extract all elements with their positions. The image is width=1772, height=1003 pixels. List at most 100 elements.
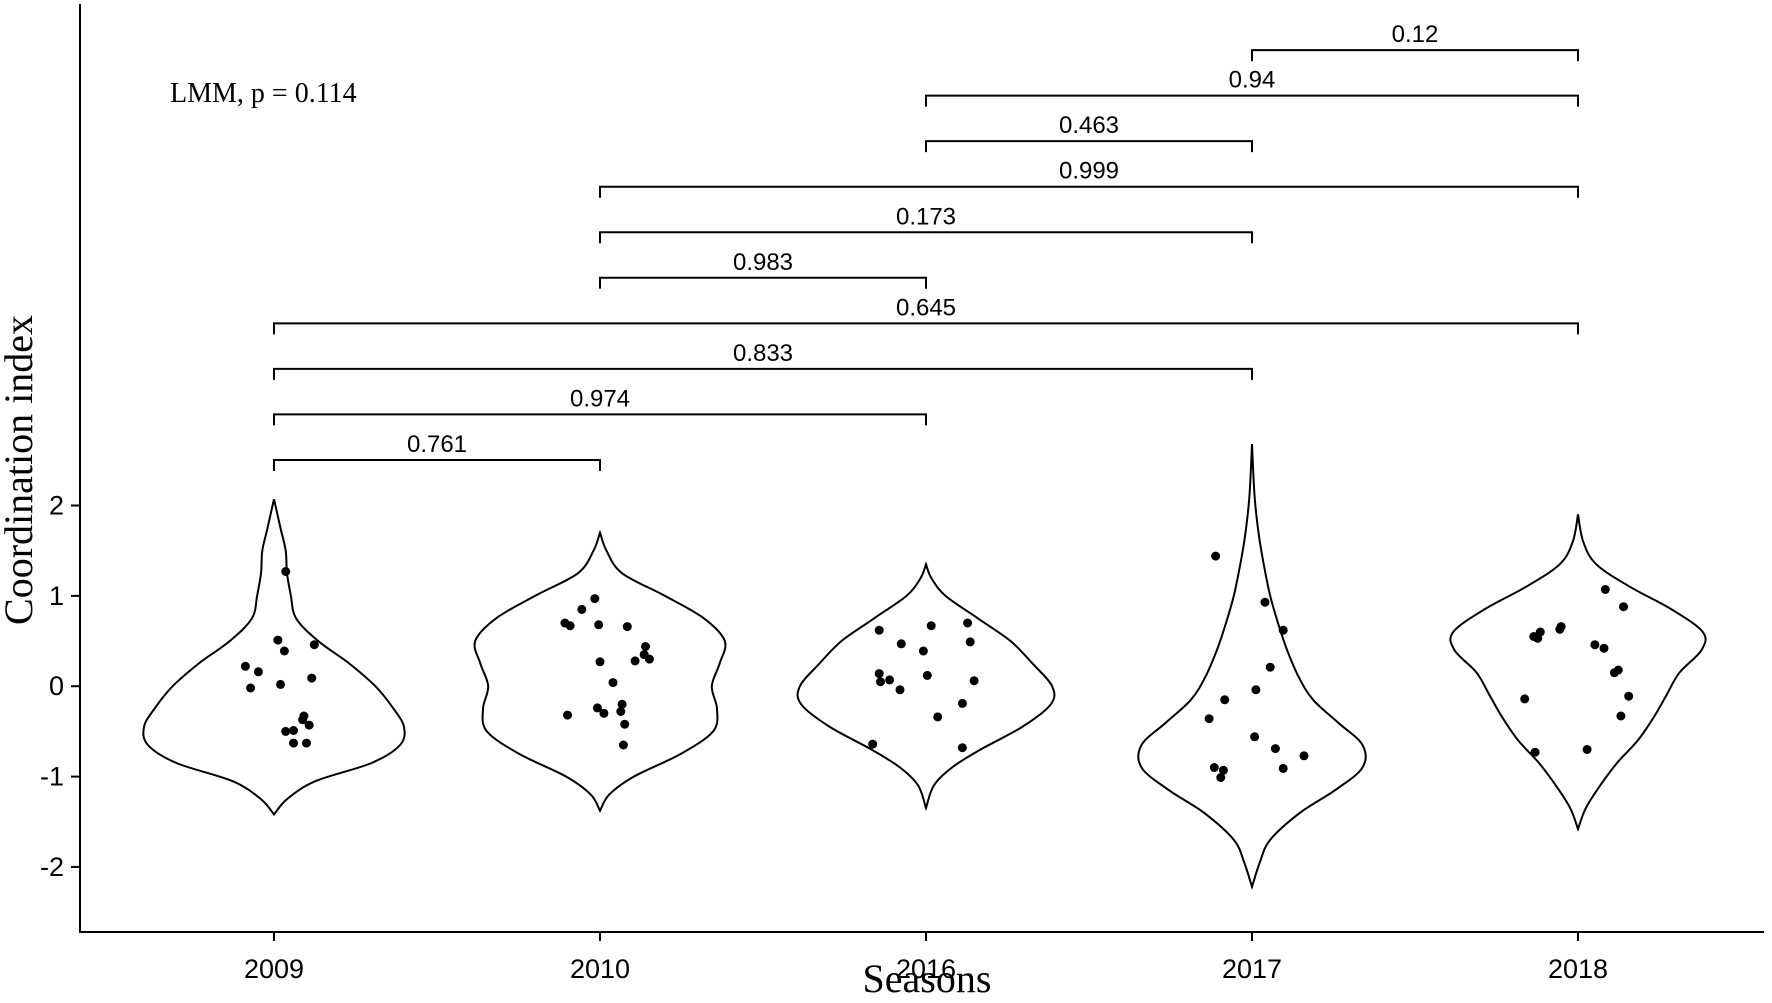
data-point: [965, 637, 975, 647]
x-axis-title: Seasons: [863, 956, 992, 1001]
data-point: [309, 640, 319, 650]
data-point: [957, 698, 967, 708]
y-tick-label: 0: [49, 671, 64, 701]
comparison-bracket: [925, 94, 1579, 107]
comparison-bracket: [599, 276, 927, 289]
data-point: [1216, 773, 1226, 782]
data-point: [922, 670, 932, 680]
data-point: [1220, 695, 1230, 705]
comparison-p-value: 0.974: [570, 385, 630, 412]
data-point: [298, 715, 308, 725]
violin-2010: [473, 529, 727, 813]
data-point: [246, 683, 256, 693]
data-point: [276, 679, 285, 689]
comparison-p-value: 0.833: [733, 340, 793, 367]
comparison-bracket: [273, 322, 1579, 335]
data-point: [918, 646, 928, 656]
data-point: [1556, 622, 1566, 632]
data-point: [1520, 694, 1530, 704]
x-tick-label: 2016: [896, 954, 956, 984]
data-point: [876, 677, 885, 687]
data-point: [608, 678, 618, 688]
data-point: [1250, 732, 1260, 742]
data-point: [641, 642, 650, 651]
data-point: [592, 703, 602, 713]
x-ticks: 2009 2010 2016 2017 2018: [244, 932, 1608, 984]
comparison-p-value: 0.12: [1392, 21, 1439, 48]
data-point: [1533, 633, 1543, 643]
data-point: [253, 667, 263, 677]
data-point: [273, 635, 283, 645]
data-point: [1609, 668, 1619, 678]
comparison-p-value: 0.94: [1229, 67, 1276, 94]
y-axis-title: Coordination index: [0, 315, 41, 625]
data-point: [1582, 745, 1592, 754]
comparison-bracket: [273, 367, 1253, 380]
data-point: [594, 620, 604, 630]
comparison-bracket: [273, 413, 927, 426]
comparison-p-value: 0.645: [896, 294, 956, 321]
data-point: [599, 708, 609, 718]
data-point: [1209, 763, 1219, 772]
y-tick-label: 2: [49, 490, 64, 520]
data-point: [622, 622, 632, 632]
y-tick-label: -2: [40, 852, 64, 882]
comparison-p-value: 0.983: [733, 249, 793, 276]
data-point: [279, 646, 289, 656]
y-tick-label: 1: [49, 581, 64, 611]
data-point: [281, 726, 291, 736]
test-annotation: LMM, p = 0.114: [170, 78, 357, 109]
data-point: [1599, 643, 1609, 653]
data-point: [1270, 744, 1280, 754]
data-point: [289, 726, 298, 735]
data-point: [874, 625, 884, 635]
violin-2017: [1137, 444, 1367, 891]
x-tick-label: 2010: [570, 954, 630, 984]
data-point: [302, 738, 311, 748]
comparison-p-value: 0.173: [896, 203, 956, 230]
data-point: [1530, 747, 1540, 757]
data-point: [577, 604, 587, 614]
data-point: [1278, 625, 1288, 635]
data-point: [868, 739, 878, 749]
data-point: [616, 707, 626, 716]
data-point: [1251, 685, 1261, 695]
violin-2016: [796, 561, 1056, 812]
comparison-bracket: [599, 231, 1253, 244]
data-point: [289, 738, 298, 748]
data-point: [895, 685, 905, 695]
data-point: [1600, 585, 1610, 594]
data-point: [1616, 711, 1626, 721]
data-point: [304, 720, 314, 730]
comparison-bracket: [925, 140, 1253, 153]
x-tick-label: 2018: [1548, 954, 1608, 984]
y-tick-label: -1: [40, 762, 64, 792]
comparison-bracket: [273, 458, 601, 471]
violins: [142, 444, 1707, 891]
data-point: [1590, 640, 1600, 650]
violin-2009: [142, 498, 406, 817]
x-tick-label: 2017: [1222, 954, 1282, 984]
data-point: [1265, 662, 1275, 672]
data-point: [595, 657, 605, 667]
data-point: [1204, 714, 1214, 724]
x-tick-label: 2009: [244, 954, 304, 984]
data-point: [963, 618, 973, 628]
data-point: [307, 673, 317, 683]
data-point: [281, 567, 291, 576]
y-ticks: -2 -1 0 1 2: [40, 490, 80, 882]
comparison-bracket: [599, 185, 1579, 198]
comparison-p-value: 0.463: [1059, 112, 1119, 139]
comparison-p-value: 0.999: [1059, 158, 1119, 185]
data-point: [617, 699, 627, 709]
comparison-bracket: [1251, 49, 1579, 62]
data-point: [565, 621, 575, 631]
data-point: [896, 639, 906, 649]
data-point: [1278, 763, 1288, 773]
data-point: [1624, 691, 1634, 701]
data-point: [969, 676, 979, 686]
data-point: [240, 661, 250, 671]
comparison-brackets: 0.12 0.94 0.463 0.999 0.173 0.983 0.645 0.833 0.…: [273, 21, 1579, 471]
data-point: [1211, 551, 1221, 561]
